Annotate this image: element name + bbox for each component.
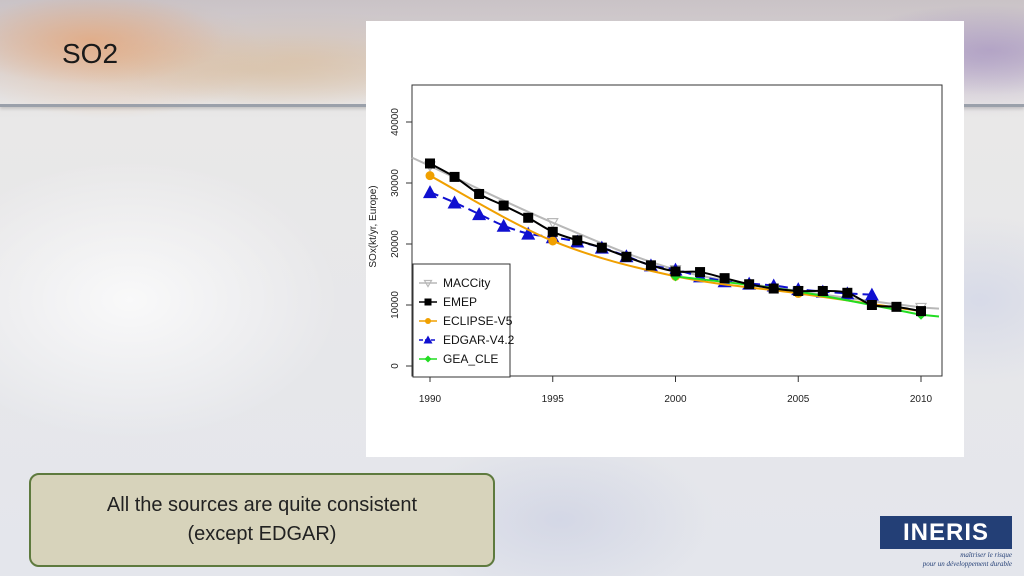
data-point-emep: [744, 279, 755, 290]
y-tick-label: 20000: [390, 230, 401, 258]
data-point-emep: [916, 306, 926, 317]
legend-label-maccity: MACCity: [443, 276, 490, 290]
data-point-emep: [719, 273, 730, 284]
plot-frame: [411, 84, 943, 377]
chart-panel: 1990 1995 2000 2005 2010 0 10000 20000 30000 4000…: [366, 21, 964, 457]
data-point-emep: [474, 188, 485, 199]
data-point-emep: [670, 266, 681, 277]
legend-label-eclipse-v5: ECLIPSE-V5: [443, 314, 513, 328]
x-tick-label: 2000: [664, 394, 687, 405]
data-point-emep: [449, 171, 460, 182]
data-point-edgar-v4-2: [496, 218, 511, 232]
legend-label-emep: EMEP: [443, 295, 477, 309]
legend-label-gea-cle: GEA_CLE: [443, 352, 498, 366]
legend-marker-edgar-v4-2: [423, 335, 433, 344]
data-point-emep: [596, 242, 607, 253]
data-point-edgar-v4-2: [521, 226, 536, 240]
data-point-emep: [425, 158, 435, 169]
y-axis-label: SOx(kt/yr, Europe): [368, 185, 379, 267]
slide-title: SO2: [62, 38, 119, 69]
data-point-emep: [793, 285, 804, 296]
data-point-eclipse-v5: [425, 171, 435, 181]
legend-marker-emep: [424, 298, 432, 306]
data-point-edgar-v4-2: [447, 195, 462, 209]
x-tick-label: 2005: [787, 394, 810, 405]
data-point-emep: [866, 300, 877, 310]
x-tick-label: 1990: [419, 394, 442, 405]
legend-label-edgar-v4-2: EDGAR-V4.2: [443, 333, 515, 347]
data-point-emep: [842, 287, 853, 298]
note-text: All the sources are quite consistent (ex…: [106, 494, 418, 545]
y-tick-label: 0: [390, 363, 401, 369]
x-tick-label: 1995: [542, 394, 565, 405]
data-point-emep: [547, 226, 558, 237]
data-point-edgar-v4-2: [864, 287, 879, 301]
data-point-emep: [891, 301, 902, 312]
data-point-emep: [523, 212, 534, 223]
data-point-emep: [572, 235, 583, 246]
data-point-emep: [645, 260, 656, 271]
x-tick-label: 2010: [910, 394, 933, 405]
y-tick-label: 40000: [390, 108, 401, 136]
legend-marker-eclipse-v5: [425, 318, 431, 324]
note-box: All the sources are quite consistent (ex…: [29, 473, 495, 567]
so2-emissions-chart: 1990 1995 2000 2005 2010 0 10000 20000 30000 4000…: [368, 84, 943, 405]
data-point-emep: [498, 200, 509, 211]
y-tick-label: 10000: [390, 291, 401, 319]
data-point-edgar-v4-2: [472, 207, 487, 221]
data-point-maccity: [546, 218, 559, 229]
ineris-logo: INERIS: [880, 516, 1012, 549]
data-point-eclipse-v5: [548, 236, 558, 246]
data-point-emep: [695, 267, 706, 278]
data-point-emep: [817, 285, 828, 296]
y-tick-label: 30000: [390, 169, 401, 197]
data-point-emep: [621, 251, 632, 262]
data-point-emep: [768, 283, 779, 294]
ineris-tagline: maîtriser le risque pour un développemen…: [922, 551, 1012, 568]
data-point-edgar-v4-2: [423, 185, 437, 199]
legend-marker-gea-cle: [424, 355, 432, 363]
legend-marker-maccity: [423, 279, 433, 288]
